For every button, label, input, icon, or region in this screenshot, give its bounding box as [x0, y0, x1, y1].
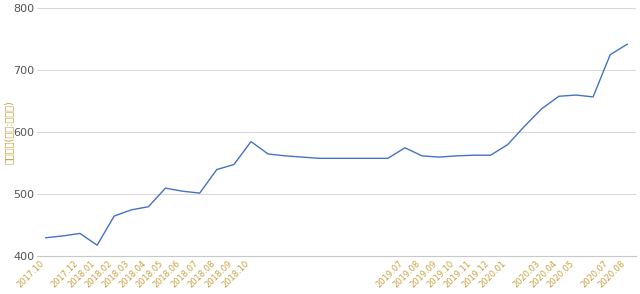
Y-axis label: 거래금액(단위:백만원): 거래금액(단위:백만원) — [4, 100, 14, 164]
